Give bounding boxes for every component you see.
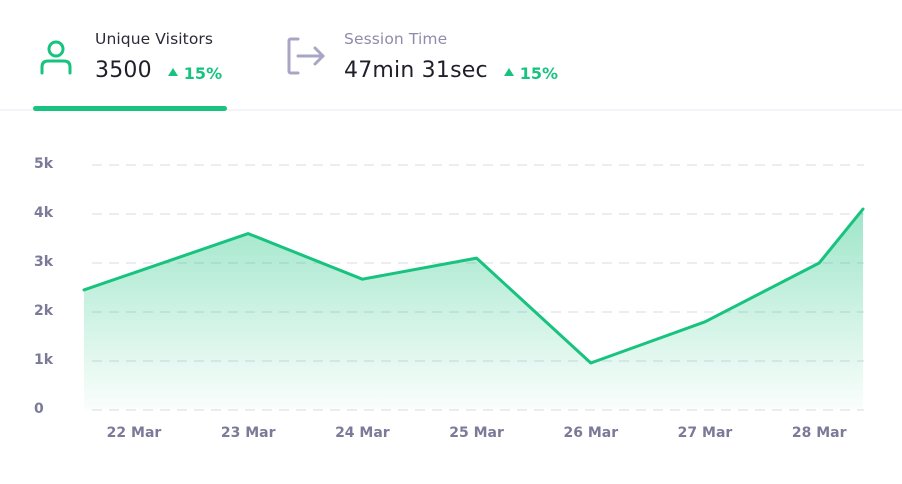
y-tick-label: 3k — [34, 254, 54, 270]
y-tick-label: 4k — [34, 205, 54, 221]
metric-tabs: Unique Visitors 3500 15% Session Time — [0, 0, 902, 111]
y-tick-label: 5k — [34, 156, 54, 172]
arrow-up-icon — [503, 68, 514, 76]
metric-value: 47min 31sec — [344, 58, 488, 83]
delta-badge: 15% — [167, 63, 223, 83]
chart-plot — [82, 164, 865, 411]
data-line — [82, 207, 865, 365]
x-tick-label: 22 Mar — [106, 425, 162, 441]
y-tick-label: 1k — [34, 352, 54, 368]
delta-value: 15% — [519, 63, 559, 83]
delta-badge: 15% — [503, 63, 559, 83]
delta-value: 15% — [183, 63, 223, 83]
area-chart: 0 1k 2k 3k 4k 5k 22 Mar 23 Mar 24 Mar 25 Mar 26 M… — [0, 120, 902, 484]
user-icon — [34, 34, 78, 78]
x-tick-label: 26 Mar — [563, 425, 619, 441]
x-tick-label: 23 Mar — [220, 425, 276, 441]
tabs-separator — [0, 109, 902, 111]
x-tick-label: 25 Mar — [449, 425, 504, 441]
x-tick-label: 27 Mar — [677, 425, 733, 441]
metric-value: 3500 — [95, 58, 152, 83]
y-tick-label: 0 — [34, 401, 44, 417]
active-tab-indicator — [33, 106, 227, 111]
tab-session-time[interactable]: Session Time 47min 31sec 15% — [276, 0, 596, 111]
tab-unique-visitors[interactable]: Unique Visitors 3500 15% — [30, 0, 230, 111]
x-tick-label: 28 Mar — [791, 425, 847, 441]
area-fill — [84, 209, 863, 410]
arrow-up-icon — [167, 68, 178, 76]
tab-value-row: 47min 31sec 15% — [344, 58, 558, 83]
tab-value-row: 3500 15% — [95, 58, 222, 83]
tab-title: Session Time — [344, 30, 448, 48]
tab-title: Unique Visitors — [95, 30, 214, 48]
x-tick-label: 24 Mar — [335, 425, 390, 441]
y-tick-label: 2k — [34, 303, 54, 319]
sign-out-icon — [282, 36, 326, 80]
